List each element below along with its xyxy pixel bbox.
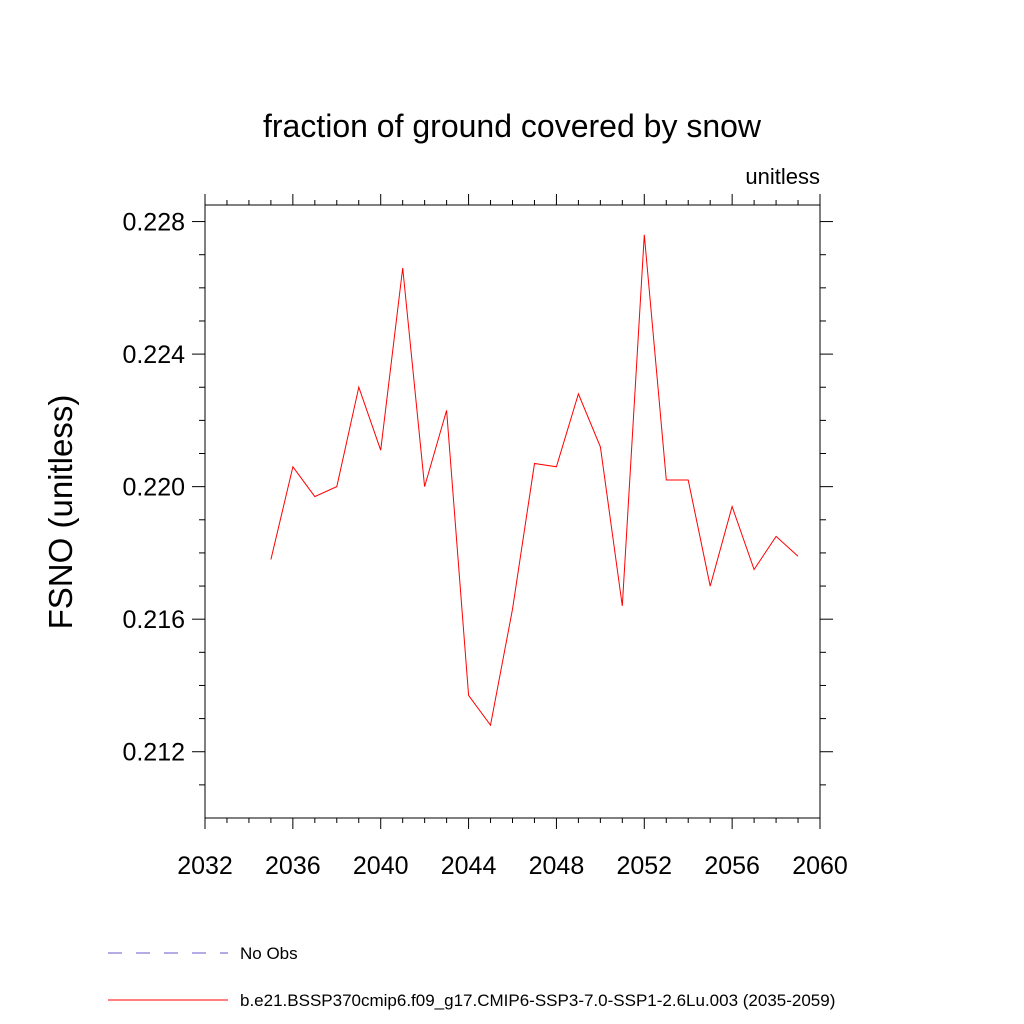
units-label: unitless	[745, 164, 820, 189]
x-tick-label: 2060	[792, 852, 848, 880]
y-tick-label: 0.228	[122, 209, 185, 237]
x-tick-label: 2032	[177, 852, 233, 880]
legend-label: b.e21.BSSP370cmip6.f09_g17.CMIP6-SSP3-7.…	[240, 991, 835, 1010]
x-tick-label: 2048	[529, 852, 585, 880]
axis-ticks	[192, 194, 833, 829]
y-tick-label: 0.216	[122, 606, 185, 634]
x-tick-label: 2036	[265, 852, 321, 880]
legend-label: No Obs	[240, 944, 298, 963]
y-axis-label: FSNO (unitless)	[42, 395, 79, 630]
legend: No Obs b.e21.BSSP370cmip6.f09_g17.CMIP6-S…	[108, 944, 835, 1010]
x-tick-label: 2040	[353, 852, 409, 880]
series-layer	[270, 234, 799, 727]
x-tick-label: 2056	[704, 852, 760, 880]
x-axis-tick-labels: 2032 2036 2040 2044 2048 2052 2056 2060	[177, 852, 848, 880]
x-tick-label: 2052	[616, 852, 672, 880]
y-tick-label: 0.224	[122, 341, 185, 369]
x-tick-label: 2044	[441, 852, 497, 880]
y-axis-tick-labels: 0.212 0.216 0.220 0.224 0.228	[122, 209, 185, 767]
plot-frame	[204, 204, 821, 819]
series-line	[270, 234, 799, 727]
chart-title: fraction of ground covered by snow	[263, 108, 762, 144]
y-tick-label: 0.212	[122, 739, 185, 767]
y-tick-label: 0.220	[122, 474, 185, 502]
